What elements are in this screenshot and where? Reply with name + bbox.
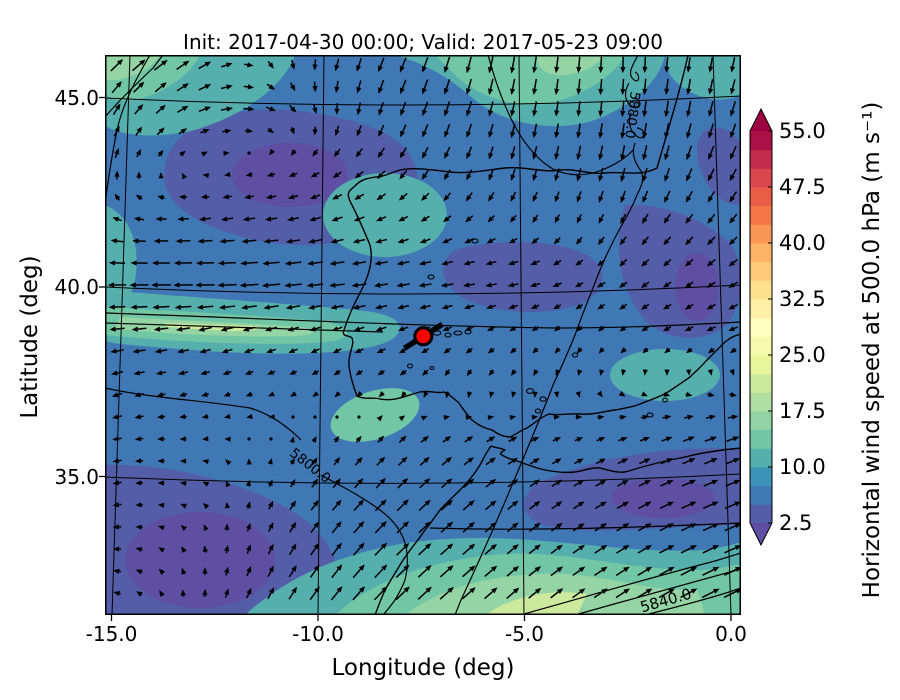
colorbar-tick: 47.5 [779,175,826,199]
plot-title: Init: 2017-04-30 00:00; Valid: 2017-05-2… [183,30,663,54]
location-marker [402,321,444,351]
map-border [105,55,741,615]
wind-quiver-arrows [107,56,741,601]
colorbar-tick: 40.0 [779,231,826,255]
colorbar-tick: 55.0 [779,119,826,143]
contour-label: 5880.0 [621,91,643,140]
wind-speed-filled-contours [105,55,741,615]
x-axis-label: Longitude (deg) [331,655,515,681]
x-tick: -15.0 [85,622,138,646]
colorbar-tick: 25.0 [779,343,826,367]
y-tick: 35.0 [54,464,99,489]
colorbar-tick: 32.5 [779,287,826,311]
x-tick: -5.0 [504,622,545,646]
geopotential-contours [105,55,741,615]
colorbar-tick: 10.0 [779,455,826,479]
colorbar-tick: 2.5 [779,511,813,535]
colorbar-label: Horizontal wind speed at 500.0 hPa (m s⁻… [859,101,885,599]
coastlines [342,55,741,615]
x-tick: -10.0 [292,622,344,646]
y-tick: 40.0 [54,275,99,299]
y-tick: 45.0 [54,85,99,110]
x-tick: 0.0 [715,622,747,646]
colorbar-tick: 17.5 [779,399,826,423]
graticule [105,55,741,615]
colorbar [749,107,773,547]
